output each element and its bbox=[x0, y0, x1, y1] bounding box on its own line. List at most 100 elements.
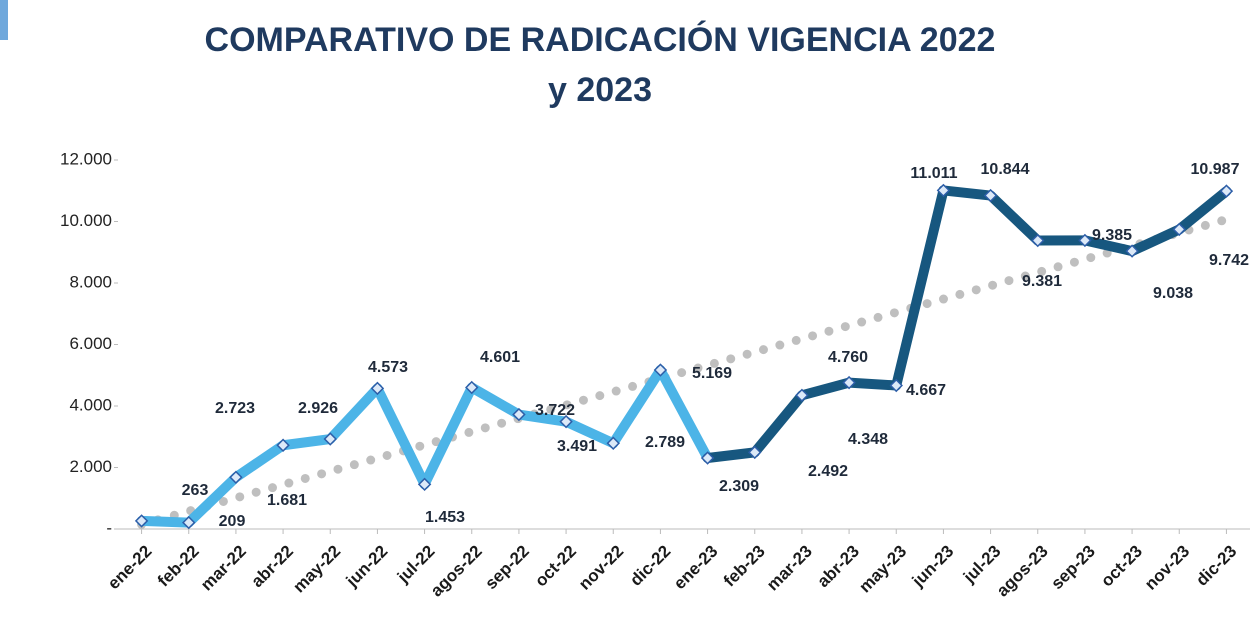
data-label: 2.723 bbox=[215, 400, 255, 417]
line-segment bbox=[749, 390, 807, 458]
data-label: 2.309 bbox=[719, 478, 759, 495]
data-label: 209 bbox=[219, 513, 246, 530]
y-tick-label: 6.000 bbox=[69, 334, 112, 353]
data-label: 4.667 bbox=[906, 382, 946, 399]
y-tick-label: 8.000 bbox=[69, 272, 112, 291]
y-tick-label: 2.000 bbox=[69, 457, 112, 476]
x-tick-label: nov-22 bbox=[575, 542, 627, 594]
line-segment bbox=[655, 365, 713, 463]
data-label: 3.491 bbox=[557, 438, 597, 455]
data-label: 9.742 bbox=[1209, 252, 1249, 269]
marker bbox=[983, 188, 998, 203]
data-label: 3.722 bbox=[535, 402, 575, 419]
x-tick-label: mar-23 bbox=[763, 542, 816, 595]
x-tick-label: ene-22 bbox=[104, 542, 156, 594]
marker bbox=[559, 414, 573, 429]
x-tick-label: may-23 bbox=[855, 542, 910, 597]
data-label: 11.011 bbox=[910, 165, 957, 182]
marker bbox=[276, 438, 290, 452]
line-segment bbox=[702, 447, 760, 463]
x-tick-label: agos-22 bbox=[427, 542, 486, 601]
data-label: 9.381 bbox=[1022, 273, 1062, 290]
line-segment bbox=[372, 383, 430, 490]
marker bbox=[748, 445, 762, 460]
marker bbox=[512, 407, 526, 422]
chart-title: COMPARATIVO DE RADICACIÓN VIGENCIA 2022 bbox=[205, 21, 996, 59]
marker bbox=[370, 381, 385, 396]
data-label: 10.844 bbox=[981, 161, 1030, 178]
data-label: 4.573 bbox=[368, 359, 408, 376]
marker bbox=[1172, 222, 1186, 237]
x-tick-label: feb-22 bbox=[154, 542, 203, 591]
line-segment bbox=[278, 434, 336, 451]
y-tick-label: 12.000 bbox=[60, 149, 112, 168]
line-segment bbox=[561, 416, 619, 449]
marker bbox=[1031, 233, 1045, 248]
marker bbox=[1219, 184, 1234, 198]
line-segment bbox=[513, 409, 572, 427]
chart-title: y 2023 bbox=[548, 71, 652, 109]
marker bbox=[842, 375, 856, 390]
marker bbox=[182, 515, 196, 530]
x-tick-label: jun-23 bbox=[908, 542, 958, 592]
x-tick-label: oct-23 bbox=[1097, 542, 1146, 591]
line-segment bbox=[1174, 186, 1232, 235]
x-tick-label: ene-23 bbox=[670, 542, 722, 594]
data-label: 2.789 bbox=[645, 434, 685, 451]
trendline bbox=[137, 214, 1231, 529]
line-segment bbox=[1127, 224, 1185, 257]
marker bbox=[889, 378, 903, 393]
data-label: 1.681 bbox=[267, 492, 307, 509]
y-tick-label: 10.000 bbox=[60, 211, 112, 230]
data-label: 263 bbox=[182, 482, 209, 499]
data-label: 1.453 bbox=[425, 509, 465, 526]
marker bbox=[606, 436, 620, 450]
x-tick-label: agos-23 bbox=[993, 542, 1052, 601]
marker bbox=[1078, 233, 1092, 248]
marker bbox=[465, 380, 479, 395]
marker bbox=[700, 451, 715, 465]
marker bbox=[229, 470, 243, 485]
line-segment bbox=[844, 377, 902, 391]
marker bbox=[323, 432, 337, 446]
line-segment bbox=[325, 383, 383, 445]
x-tick-label: nov-23 bbox=[1141, 542, 1193, 594]
data-label: 4.348 bbox=[848, 431, 888, 448]
x-tick-label: jul-23 bbox=[959, 542, 1005, 588]
marker bbox=[936, 183, 951, 198]
data-label: 4.760 bbox=[828, 349, 868, 366]
x-tick-label: jun-22 bbox=[342, 542, 392, 592]
data-label: 2.492 bbox=[808, 463, 848, 480]
marker bbox=[134, 514, 149, 528]
x-tick-label: may-22 bbox=[289, 542, 344, 597]
line-segment bbox=[136, 515, 194, 528]
line-segment bbox=[419, 382, 477, 490]
line-segment bbox=[608, 365, 666, 449]
x-tick-label: sep-22 bbox=[481, 542, 533, 594]
data-label: 9.038 bbox=[1153, 285, 1193, 302]
line-segment bbox=[985, 190, 1043, 246]
x-tick-label: mar-22 bbox=[197, 542, 250, 595]
edge-decoration bbox=[0, 0, 8, 40]
data-label: 2.926 bbox=[298, 400, 338, 417]
data-label: 9.385 bbox=[1092, 227, 1132, 244]
x-tick-label: jul-22 bbox=[393, 542, 439, 588]
marker bbox=[795, 388, 809, 403]
data-label: 5.169 bbox=[692, 365, 732, 382]
y-tick-label: 4.000 bbox=[69, 395, 112, 414]
marker bbox=[417, 477, 432, 492]
x-tick-label: sep-23 bbox=[1047, 542, 1099, 594]
line-segment bbox=[938, 185, 996, 201]
x-tick-label: dic-22 bbox=[626, 542, 674, 590]
line-segment bbox=[466, 382, 524, 420]
line-segment bbox=[891, 185, 949, 391]
data-label: 10.987 bbox=[1191, 161, 1240, 178]
line-segment bbox=[796, 377, 855, 401]
x-tick-label: oct-22 bbox=[531, 542, 580, 591]
x-tick-label: dic-23 bbox=[1192, 542, 1240, 590]
line-segment bbox=[183, 472, 241, 528]
marker bbox=[1125, 244, 1139, 258]
marker bbox=[653, 363, 668, 377]
data-label: 4.601 bbox=[480, 349, 520, 366]
